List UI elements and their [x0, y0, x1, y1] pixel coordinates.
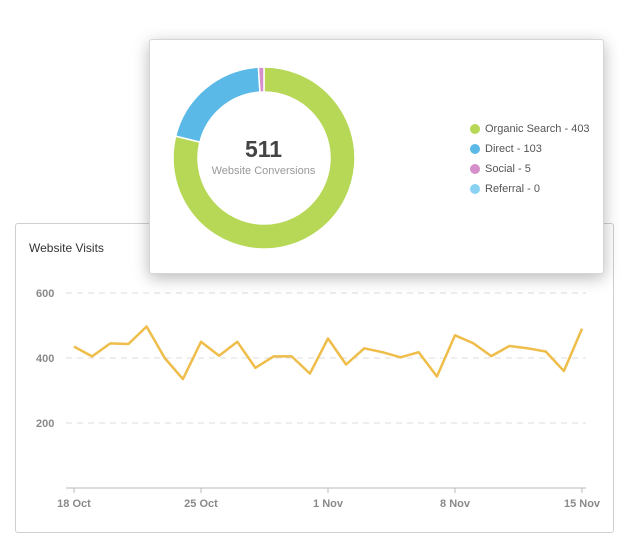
visits-data-point	[506, 343, 512, 349]
visits-data-point	[488, 353, 494, 359]
legend-item-direct[interactable]: Direct - 103	[470, 139, 590, 159]
website-visits-card: Website Visits 200 400 600 18 Oct 25 Oct 1 No…	[15, 223, 614, 533]
visits-data-point	[71, 344, 77, 350]
visits-data-point	[162, 355, 168, 361]
legend-dot-icon	[470, 164, 480, 174]
legend-item-social[interactable]: Social - 5	[470, 159, 590, 179]
visits-data-point	[216, 353, 222, 359]
visits-data-point	[307, 371, 313, 377]
visits-data-point	[107, 340, 113, 346]
donut-legend: Organic Search - 403 Direct - 103 Social -…	[470, 119, 590, 199]
legend-label: Direct - 103	[485, 143, 542, 155]
donut-total-label: Website Conversions	[211, 165, 316, 177]
visits-data-point	[416, 349, 422, 355]
visits-data-point	[561, 368, 567, 374]
visits-data-point	[89, 353, 95, 359]
visits-series-line	[73, 325, 584, 381]
legend-label: Social - 5	[485, 163, 531, 175]
visits-data-point	[289, 353, 295, 359]
visits-data-point	[379, 349, 385, 355]
visits-data-point	[398, 354, 404, 360]
visits-data-point	[452, 332, 458, 338]
legend-dot-icon	[470, 124, 480, 134]
visits-data-point	[180, 376, 186, 382]
x-tick-label: 18 Oct	[57, 498, 91, 510]
y-tick-label: 200	[36, 418, 54, 430]
visits-chart-title: Website Visits	[29, 241, 104, 255]
visits-data-point	[543, 349, 549, 355]
visits-data-point	[470, 340, 476, 346]
conversions-donut-chart	[172, 66, 356, 250]
donut-slice-organic-search	[172, 66, 356, 250]
visits-data-point	[361, 345, 367, 351]
x-tick-label: 15 Nov	[564, 498, 601, 510]
visits-data-point	[434, 374, 440, 380]
x-tick-label: 25 Oct	[184, 498, 218, 510]
donut-total-value: 511	[244, 136, 283, 162]
y-tick-label: 400	[36, 353, 54, 365]
visits-data-point	[234, 339, 240, 345]
visits-line-chart: 200 400 600 18 Oct 25 Oct 1 Nov 8 Nov 15 Nov	[36, 288, 601, 510]
donut-slice-direct	[174, 66, 261, 144]
legend-item-referral[interactable]: Referral - 0	[470, 179, 590, 199]
visits-data-point	[125, 341, 131, 347]
legend-label: Referral - 0	[485, 183, 541, 195]
x-tick-label: 1 Nov	[313, 498, 344, 510]
x-tick-label: 8 Nov	[440, 498, 471, 510]
visits-data-point	[252, 365, 258, 371]
legend-label: Organic Search - 403	[485, 123, 590, 135]
visits-data-point	[144, 323, 150, 329]
donut-slice-social	[257, 66, 265, 93]
y-tick-label: 600	[36, 288, 54, 300]
conversions-card: 511 Website Conversions Organic Search -…	[149, 39, 604, 274]
visits-data-point	[325, 336, 331, 342]
visits-data-point	[343, 362, 349, 368]
visits-data-point	[271, 353, 277, 359]
visits-data-point	[579, 326, 585, 332]
legend-item-organic-search[interactable]: Organic Search - 403	[470, 119, 590, 139]
legend-dot-icon	[470, 144, 480, 154]
legend-dot-icon	[470, 184, 480, 194]
visits-data-point	[198, 339, 204, 345]
visits-data-point	[525, 345, 531, 351]
